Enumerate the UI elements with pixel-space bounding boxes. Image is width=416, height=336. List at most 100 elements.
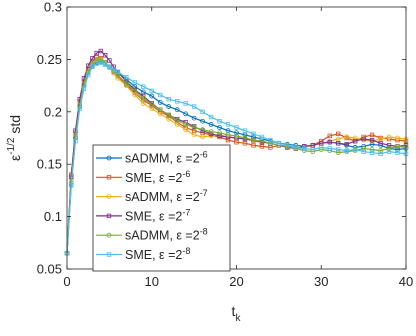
series-6-point (90, 64, 95, 69)
y-tick-label: 0.05 (37, 262, 62, 277)
series-2-point (335, 131, 341, 137)
series-6-point (302, 146, 307, 151)
legend-label-exponent: -6 (200, 150, 208, 160)
series-1-point (166, 104, 172, 109)
series-1-point (174, 107, 180, 113)
legend-swatch-marker (106, 213, 112, 219)
series-4-point (217, 133, 222, 139)
series-6-point (208, 114, 214, 120)
series-6-point (107, 64, 112, 69)
series-5-point (123, 81, 129, 86)
series-4-point (378, 141, 383, 146)
legend-box (92, 144, 231, 272)
legend-label-exponent: -6 (182, 169, 190, 179)
series-4-point (107, 58, 112, 63)
legend-swatch-marker (106, 252, 112, 257)
series-6-point (327, 146, 332, 151)
legend-label-exponent: -7 (182, 207, 190, 217)
series-5-point (395, 143, 400, 149)
legend-label-main: SME, ε =2 (125, 209, 182, 223)
series-3-point (344, 134, 350, 140)
series-6-point (102, 62, 108, 67)
series-5-point (267, 140, 273, 146)
legend-label: sADMM, ε =2-8 (125, 227, 208, 243)
x-axis-label-subscript: k (235, 313, 241, 324)
series-3-point (395, 135, 400, 141)
series-5-point (208, 129, 214, 135)
series-6-point (200, 109, 205, 114)
legend-label: SME, ε =2-7 (125, 207, 190, 223)
series-5-point (174, 117, 180, 123)
y-tick-label: 0.1 (44, 209, 62, 224)
series-3-point (200, 134, 206, 140)
y-tick-label: 0.3 (44, 0, 62, 15)
series-5-point (157, 107, 163, 113)
legend-item-2: SME, ε =2-6 (96, 169, 190, 185)
series-4-point (352, 138, 358, 144)
series-5-point (335, 150, 341, 156)
series-5-point (378, 148, 383, 153)
y-tick-label: 0.2 (44, 104, 62, 119)
y-axis-label: ε-1/2 std (6, 115, 23, 161)
series-6-point (73, 138, 78, 144)
series-3-point (191, 132, 197, 138)
series-5-point (115, 72, 121, 78)
series-6-point (149, 88, 154, 94)
series-5-point (217, 130, 222, 136)
legend-item-6: SME, ε =2-8 (96, 246, 190, 262)
series-3-point (386, 134, 392, 140)
legend-label-main: sADMM, ε =2 (125, 152, 200, 166)
series-5-point (369, 147, 375, 152)
series-4-point (102, 53, 108, 58)
x-tick-label: 20 (229, 274, 243, 289)
series-6-point (191, 104, 197, 109)
series-5-line (66, 58, 407, 254)
series-6-point (344, 148, 349, 153)
series-6-point (183, 101, 188, 106)
series-1-point (217, 125, 222, 130)
legend-label: sADMM, ε =2-7 (125, 188, 208, 204)
series-6-point (98, 60, 104, 65)
series-4-point (94, 50, 99, 56)
series-6-point (293, 145, 299, 150)
legend-swatch-marker (106, 232, 112, 238)
y-axis-label-main: ε (7, 155, 23, 161)
series-5-point (200, 127, 206, 133)
series-4-point (310, 143, 315, 148)
series-5-point (132, 88, 138, 94)
series-6-point (395, 150, 400, 155)
y-tick-label: 0.15 (37, 157, 62, 172)
series-6-point (225, 122, 231, 127)
series-6-point (268, 137, 273, 143)
y-tick-label: 0.25 (37, 52, 62, 67)
series-6-point (69, 182, 74, 188)
series-5-point (361, 146, 367, 151)
series-5-point (166, 112, 172, 118)
legend-item-4: SME, ε =2-7 (96, 207, 190, 223)
series-6-point (132, 80, 137, 85)
series-6-point (124, 75, 129, 80)
legend-swatch-marker (106, 175, 112, 180)
series-6-point (242, 128, 248, 133)
x-axis-label: tk (232, 303, 242, 324)
series-6-point (111, 67, 116, 73)
series-6-point (335, 147, 341, 152)
legend-item-3: sADMM, ε =2-7 (96, 188, 208, 204)
series-1-point (234, 130, 239, 136)
ticks-layer: 0 10 20 30 40 0.05 0.1 0.15 0.2 0.25 0.3 (37, 0, 414, 289)
series-6-point (361, 149, 366, 154)
series-6-point (234, 125, 239, 130)
series-2-point (327, 133, 332, 139)
series-6-point (310, 147, 315, 152)
series-4-point (85, 63, 91, 68)
series-2-point (225, 137, 231, 143)
series-3-point (140, 101, 146, 106)
legend-item-1: sADMM, ε =2-6 (96, 150, 208, 166)
legend-label-main: SME, ε =2 (125, 171, 182, 185)
series-6-point (285, 143, 290, 148)
series-6-point (319, 145, 324, 150)
x-tick-label: 30 (314, 274, 328, 289)
series-5-point (225, 132, 231, 138)
